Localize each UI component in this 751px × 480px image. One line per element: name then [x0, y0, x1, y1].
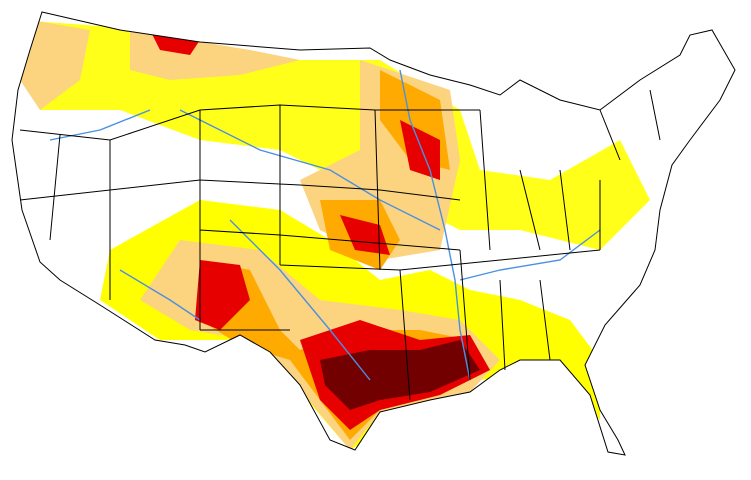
river	[49, 109, 151, 141]
river	[179, 109, 441, 231]
rivers	[49, 69, 601, 381]
state-line	[19, 89, 661, 401]
extreme-drought	[195, 260, 250, 330]
extreme-drought	[340, 215, 390, 255]
exceptional-drought	[320, 340, 480, 410]
state-borders	[11, 11, 736, 456]
river	[459, 229, 601, 281]
country-outline	[11, 11, 736, 456]
river	[119, 269, 201, 321]
moderate-drought	[20, 20, 90, 110]
extreme-drought	[400, 120, 440, 180]
river	[229, 219, 371, 381]
river	[399, 69, 471, 381]
